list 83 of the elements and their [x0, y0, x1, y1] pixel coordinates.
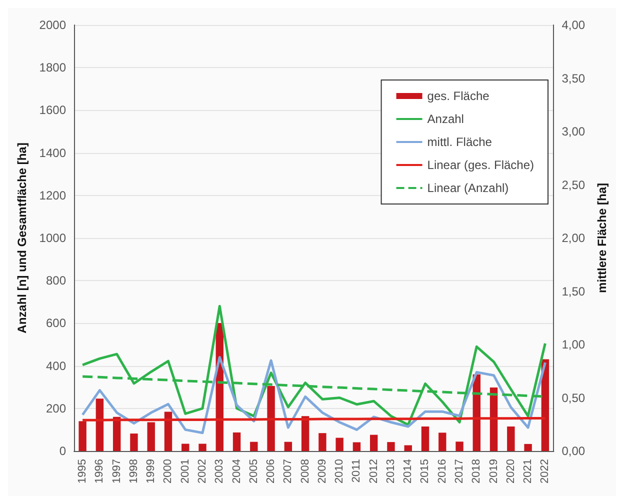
y2-tick-label: 2,50	[562, 178, 586, 192]
bar	[421, 426, 430, 451]
y-tick-label: 0	[59, 444, 66, 458]
y-tick-label: 1600	[39, 103, 66, 118]
bar	[284, 442, 292, 451]
y2-axis-title: mittlere Fläche [ha]	[595, 182, 609, 294]
bar	[112, 416, 121, 451]
x-tick-label: 2017	[454, 459, 466, 484]
x-tick-label: 2001	[179, 459, 192, 484]
line-series	[81, 304, 546, 426]
bar	[96, 398, 104, 451]
line-series	[81, 356, 546, 434]
bar	[232, 432, 241, 451]
y-tick-label: 600	[46, 316, 66, 330]
x-tick-label: 2009	[316, 459, 328, 484]
y2-tick-label: 0,50	[562, 390, 586, 405]
x-tick-label: 2003	[214, 459, 226, 484]
bar	[387, 442, 395, 451]
x-tick-label: 2018	[470, 459, 483, 484]
x-tick-label: 2005	[248, 459, 260, 484]
x-tick-label: 2015	[419, 459, 432, 484]
y-tick-label: 1800	[39, 60, 66, 75]
x-tick-label: 2011	[350, 459, 363, 483]
bar	[352, 442, 361, 451]
x-tick-label: 2007	[282, 459, 294, 484]
y2-tick-label: 3,00	[562, 124, 586, 138]
legend-label: Linear (ges. Fläche)	[427, 158, 534, 172]
legend-label: Linear (Anzahl)	[427, 181, 509, 195]
bar	[78, 421, 86, 451]
x-tick-label: 2014	[402, 459, 414, 484]
x-tick-label: 1996	[94, 459, 106, 484]
y-tick-label: 200	[46, 401, 66, 416]
bar	[130, 434, 138, 451]
y2-tick-label: 4,00	[562, 18, 586, 32]
legend-label: mittl. Fläche	[427, 135, 492, 149]
x-tick-label: 2022	[539, 459, 552, 484]
x-tick-label: 1999	[145, 459, 158, 484]
bar	[182, 444, 190, 451]
x-tick-label: 2010	[334, 459, 346, 484]
x-tick-label: 2002	[196, 459, 209, 484]
bar	[490, 388, 498, 451]
x-tick-label: 2019	[488, 459, 500, 484]
bar	[370, 434, 378, 451]
y2-tick-label: 1,00	[562, 338, 586, 352]
x-tick-label: 2012	[368, 459, 380, 484]
y-tick-label: 1000	[39, 231, 66, 245]
y2-tick-label: 3,50	[562, 71, 586, 86]
bar	[524, 444, 532, 451]
x-tick-label: 2021	[522, 459, 534, 484]
bar	[301, 416, 310, 451]
x-tick-label: 2004	[230, 459, 243, 484]
x-tick-label: 2006	[265, 459, 278, 484]
bar	[336, 438, 344, 451]
x-tick-label: 1995	[76, 459, 89, 484]
y-tick-label: 1200	[39, 188, 66, 202]
y-tick-label: 1400	[39, 146, 66, 160]
bar	[147, 422, 155, 451]
y-tick-label: 2000	[39, 18, 66, 32]
y2-tick-label: 1,50	[562, 284, 586, 298]
y-tick-label: 400	[46, 358, 66, 373]
bar	[318, 433, 326, 451]
x-tick-label: 2000	[162, 459, 174, 484]
bar	[507, 426, 515, 451]
bar	[438, 432, 446, 451]
y2-tick-label: 2,00	[562, 231, 586, 245]
x-tick-label: 2016	[436, 459, 448, 484]
bar	[541, 359, 550, 451]
x-tick-label: 2020	[504, 459, 517, 484]
x-tick-label: 1997	[110, 459, 123, 484]
bar	[267, 386, 275, 451]
legend-label: Anzahl	[427, 112, 464, 126]
y-axis-title: Anzahl [n] und Gesamtfläche [ha]	[15, 142, 29, 334]
bar	[456, 442, 464, 451]
legend-label: ges. Fläche	[427, 89, 490, 103]
x-tick-label: 2013	[384, 459, 397, 484]
x-tick-label: 1998	[128, 459, 140, 484]
bar	[164, 412, 172, 451]
y2-tick-label: 0,00	[562, 444, 586, 458]
bar	[404, 445, 412, 451]
bar	[250, 442, 258, 451]
x-tick-label: 2008	[299, 459, 312, 484]
bar	[198, 444, 206, 451]
y-tick-label: 800	[46, 274, 66, 288]
